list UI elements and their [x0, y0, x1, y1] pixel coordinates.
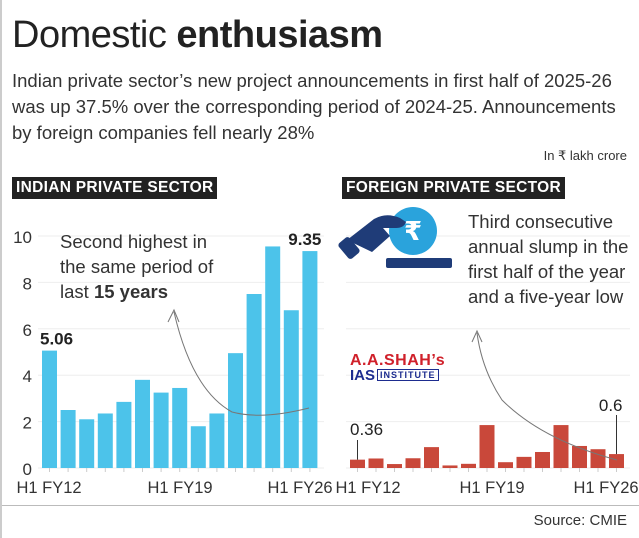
title-bold: enthusiasm [176, 14, 383, 56]
y-tick-label: 6 [23, 321, 32, 340]
indian-annotation: Second highest in the same period of las… [60, 229, 230, 304]
svg-text:₹: ₹ [404, 217, 422, 247]
annotation-arrow [173, 311, 310, 416]
divider [2, 505, 639, 506]
indian-annotation-text: Second highest in the same period of las… [60, 231, 214, 302]
bar-h1-fy14 [387, 464, 402, 468]
x-tick-label: H1 FY26 [267, 479, 333, 497]
bar-h1-fy15 [405, 458, 421, 468]
source-note: Source: CMIE [533, 512, 627, 529]
bar-h1-fy13 [368, 458, 384, 468]
bar-h1-fy13 [60, 410, 76, 468]
bar-h1-fy21 [209, 413, 225, 468]
bar-h1-fy19 [479, 425, 495, 468]
data-label-first: 0.36 [350, 420, 383, 439]
x-tick-label: H1 FY12 [335, 479, 401, 497]
data-label-last: 0.6 [599, 396, 623, 415]
bar-h1-fy26 [302, 251, 318, 468]
bar-h1-fy12 [350, 459, 365, 468]
bar-h1-fy20 [190, 426, 206, 468]
bar-h1-fy18 [153, 392, 169, 468]
bar-h1-fy12 [42, 350, 57, 468]
data-label-last: 9.35 [288, 230, 321, 249]
bar-h1-fy24 [572, 445, 587, 468]
data-label-first: 5.06 [40, 330, 73, 349]
foreign-section-header: FOREIGN PRIVATE SECTOR [342, 177, 566, 199]
foreign-annotation: Third consecutive annual slump in the fi… [468, 211, 629, 307]
bar-h1-fy23 [246, 294, 262, 468]
y-tick-label: 4 [23, 367, 32, 386]
bar-h1-fy15 [97, 413, 113, 468]
arrow-head-icon [167, 308, 180, 323]
bar-h1-fy21 [516, 456, 532, 468]
title-light: Domestic [12, 14, 177, 56]
x-tick-label: H1 FY19 [147, 479, 213, 497]
annotation-arrow [476, 332, 618, 461]
bar-h1-fy26 [609, 454, 624, 468]
arrow-head-icon [471, 329, 483, 343]
bar-h1-fy18 [461, 463, 476, 468]
x-tick-label: H1 FY19 [459, 479, 525, 497]
bar-h1-fy25 [590, 449, 606, 468]
bar-h1-fy22 [228, 353, 243, 468]
bar-h1-fy16 [424, 447, 439, 468]
page-title: Domestic enthusiasm [12, 14, 383, 57]
bar-h1-fy17 [135, 379, 150, 468]
x-tick-label: H1 FY12 [16, 479, 82, 497]
y-tick-label: 8 [23, 274, 32, 293]
bar-h1-fy16 [116, 401, 132, 468]
y-tick-label: 0 [23, 460, 32, 479]
bar-h1-fy23 [553, 425, 569, 468]
bar-h1-fy20 [498, 462, 513, 468]
unit-note: In ₹ lakh crore [543, 148, 627, 163]
subtitle: Indian private sector’s new project anno… [12, 70, 616, 143]
indian-section-header: INDIAN PRIVATE SECTOR [12, 177, 218, 199]
indian-annotation-bold: 15 years [93, 281, 169, 302]
y-tick-label: 10 [13, 228, 32, 247]
bar-h1-fy25 [283, 310, 299, 468]
bar-h1-fy24 [265, 246, 281, 468]
y-tick-label: 2 [23, 414, 32, 433]
x-tick-label: H1 FY26 [573, 479, 639, 497]
bar-h1-fy14 [79, 419, 95, 468]
bar-h1-fy17 [442, 465, 458, 468]
bar-h1-fy19 [172, 387, 188, 468]
bar-h1-fy22 [535, 451, 550, 468]
logo: A.A.SHAH’s IAS INSTITUTE [350, 352, 446, 384]
